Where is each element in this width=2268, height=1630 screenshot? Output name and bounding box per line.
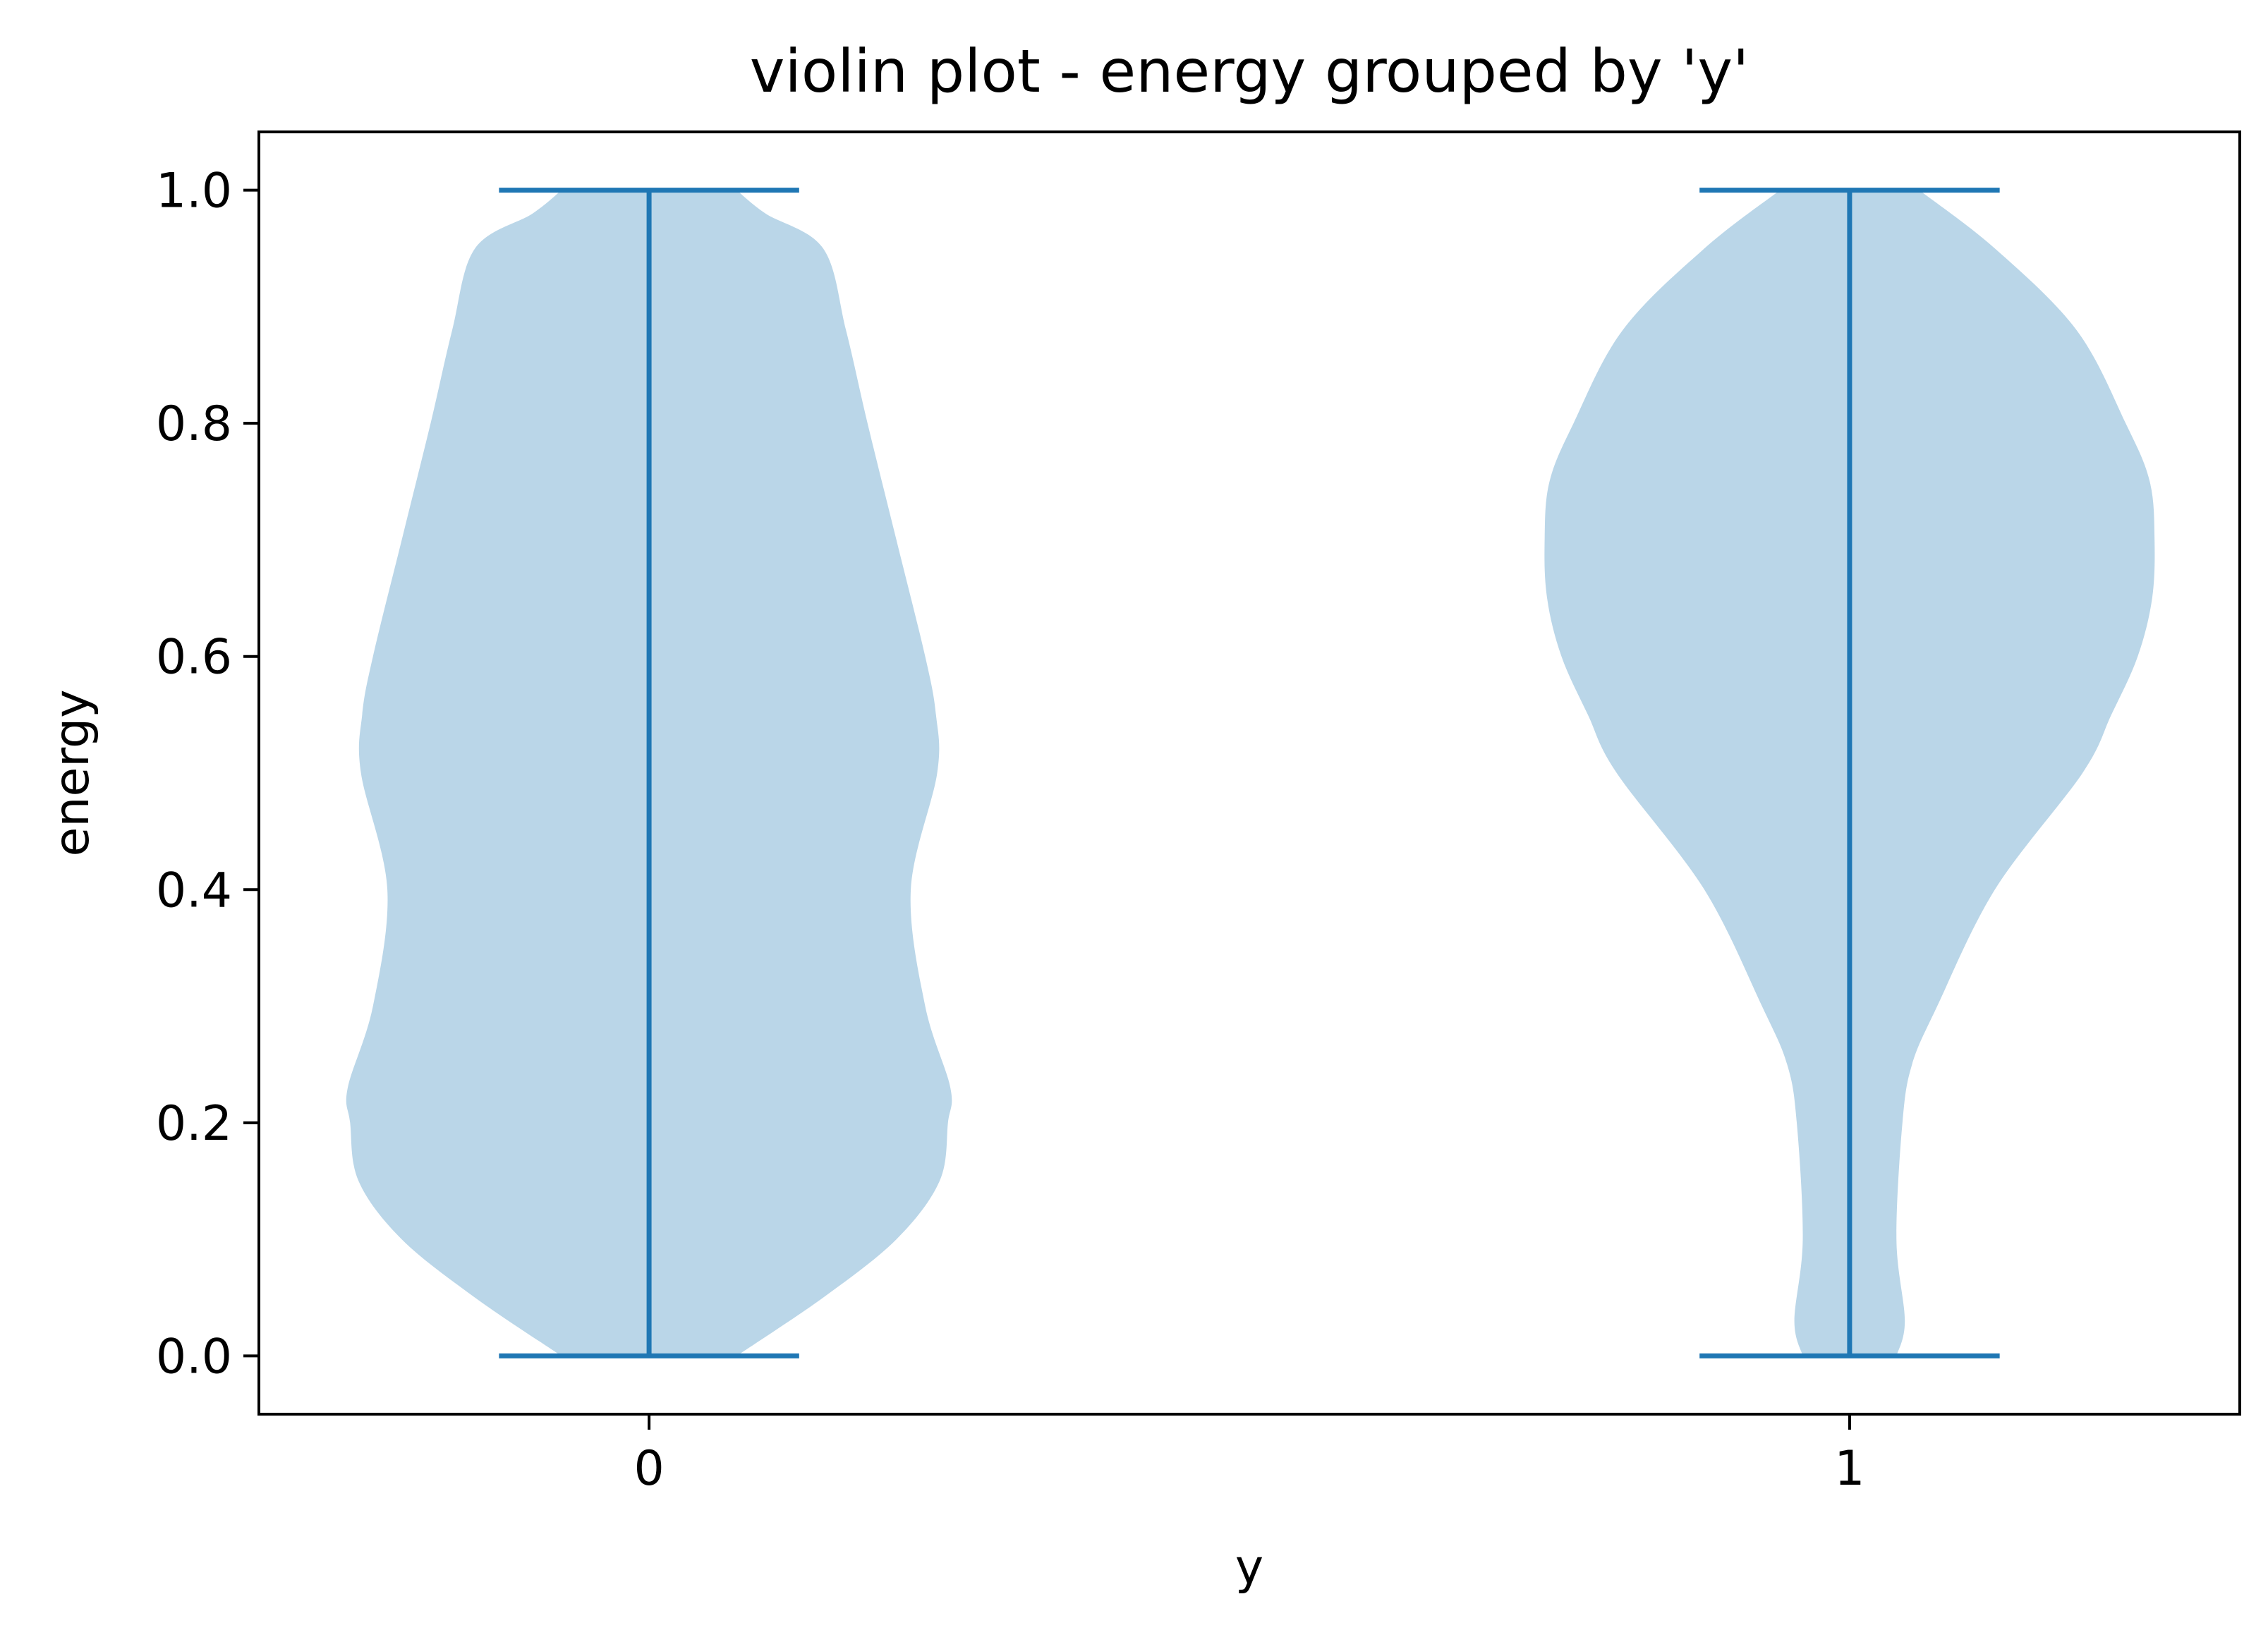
- x-tick-label: 0: [633, 1441, 664, 1497]
- y-axis-label: energy: [44, 690, 100, 857]
- plot-frame: [257, 130, 2241, 1416]
- chart-title: violin plot - energy grouped by 'y': [750, 37, 1749, 106]
- violin-bodies: [346, 190, 2155, 1356]
- x-axis-label: y: [1235, 1540, 1263, 1595]
- y-tick-label: 0.8: [156, 396, 232, 452]
- y-tick-label: 1.0: [156, 164, 232, 219]
- x-tick-label: 1: [1834, 1441, 1864, 1497]
- y-tick-label: 0.4: [156, 863, 232, 918]
- y-tick-label: 0.2: [156, 1096, 232, 1152]
- y-axis: 0.0 0.2 0.4 0.6 0.8 1.0: [156, 164, 259, 1385]
- y-tick-label: 0.0: [156, 1329, 232, 1385]
- violin-stat-lines: [499, 188, 2000, 1358]
- y-tick-label: 0.6: [156, 630, 232, 686]
